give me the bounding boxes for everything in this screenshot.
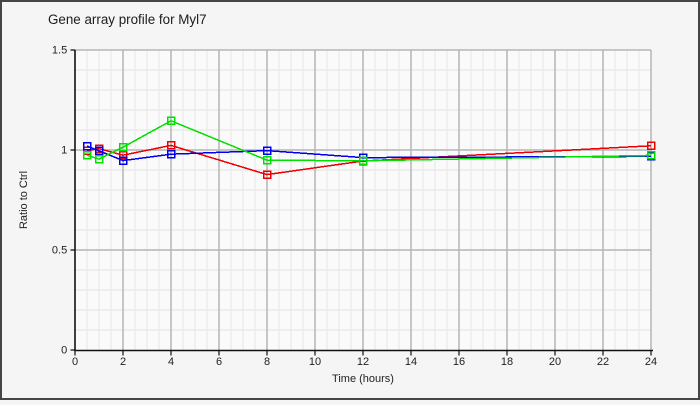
svg-text:Gene array profile for Myl7: Gene array profile for Myl7 (48, 12, 207, 27)
svg-text:6: 6 (216, 356, 222, 368)
svg-text:20: 20 (549, 356, 561, 368)
svg-text:1.5: 1.5 (52, 44, 67, 56)
svg-text:16: 16 (453, 356, 465, 368)
svg-text:0: 0 (61, 344, 67, 356)
svg-text:8: 8 (264, 356, 270, 368)
svg-text:24: 24 (645, 356, 657, 368)
svg-text:14: 14 (405, 356, 417, 368)
svg-text:2: 2 (120, 356, 126, 368)
svg-text:12: 12 (357, 356, 369, 368)
svg-text:Time (hours): Time (hours) (332, 373, 394, 385)
svg-text:0.5: 0.5 (52, 244, 67, 256)
svg-text:4: 4 (168, 356, 174, 368)
svg-text:Ratio to Ctrl: Ratio to Ctrl (18, 171, 30, 229)
svg-text:22: 22 (597, 356, 609, 368)
svg-text:1: 1 (61, 144, 67, 156)
svg-text:18: 18 (501, 356, 513, 368)
svg-text:10: 10 (309, 356, 321, 368)
svg-text:0: 0 (72, 356, 78, 368)
